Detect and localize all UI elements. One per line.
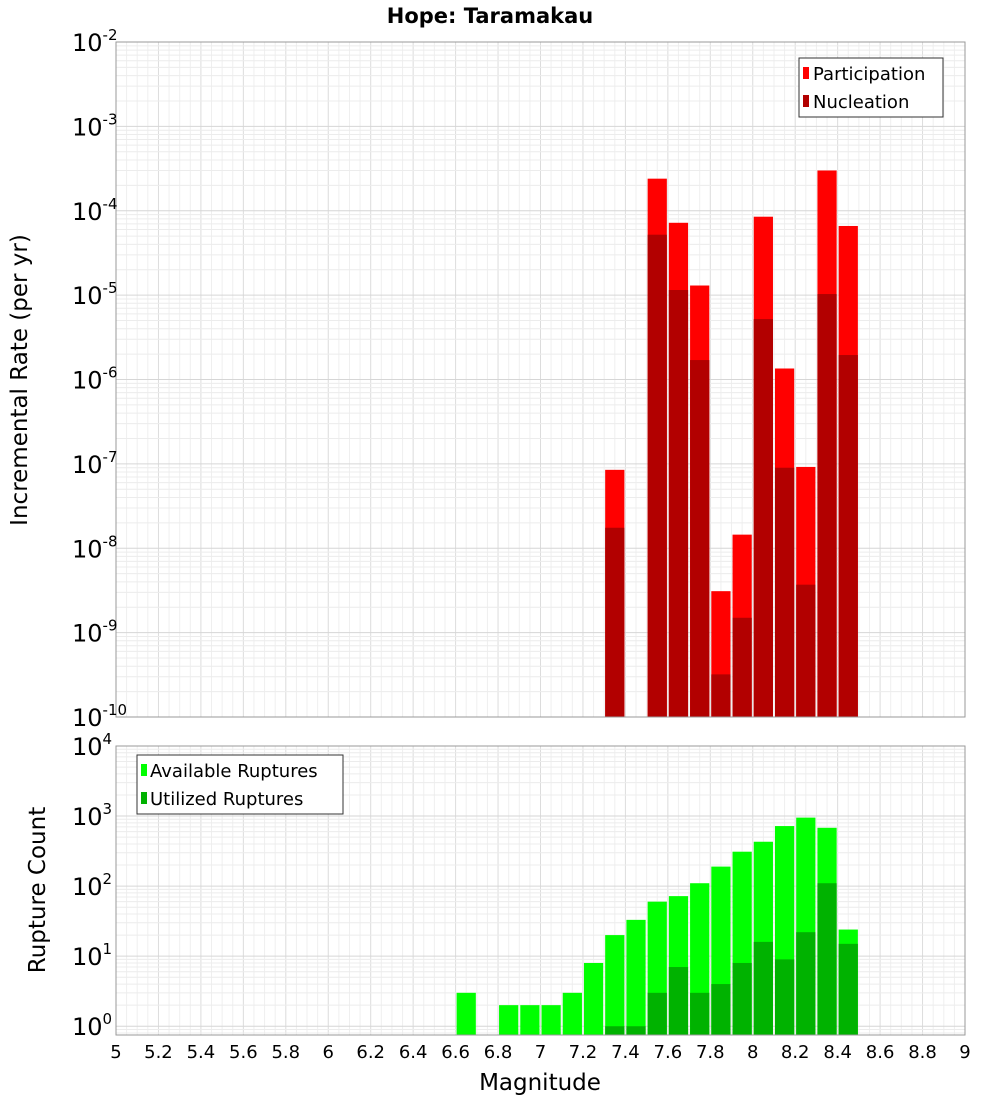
bottom-bar-inner [817, 883, 837, 1035]
legend-participation-swatch [803, 67, 809, 79]
x-tick-label: 5.8 [271, 1042, 300, 1063]
top-y-tick-label: 10-5 [72, 279, 118, 310]
bottom-y-tick-label: 103 [72, 800, 112, 831]
x-tick-label: 6.4 [399, 1042, 428, 1063]
top-y-tick-label: 10-2 [72, 26, 118, 57]
bottom-bar-inner [626, 1026, 646, 1035]
bottom-bar-outer [520, 1005, 540, 1035]
x-tick-label: 6 [323, 1042, 334, 1063]
legend-available-swatch [141, 764, 147, 776]
top-bar-inner [838, 355, 858, 717]
bottom-bar-inner [647, 992, 667, 1035]
legend-participation-label: Participation [813, 64, 925, 85]
top-bar-inner [711, 674, 731, 717]
chart-title: Hope: Taramakau [387, 4, 593, 28]
top-legend-box [798, 57, 944, 118]
top-legend: Participation Nucleation [798, 57, 944, 118]
bottom-bar-outer [499, 1005, 519, 1035]
x-tick-label: 5.6 [229, 1042, 258, 1063]
bottom-gridlines [115, 746, 966, 1035]
bottom-bar-inner [774, 959, 795, 1035]
bottom-bar-inner [605, 1026, 625, 1035]
top-gridlines [115, 42, 966, 718]
x-tick-label: 8 [747, 1042, 758, 1063]
top-y-tick-label: 10-8 [72, 532, 118, 563]
top-bar-inner [796, 584, 816, 717]
top-bar-inner [753, 319, 773, 717]
x-tick-label: 6.6 [441, 1042, 470, 1063]
x-tick-label: 7.6 [654, 1042, 683, 1063]
bottom-bar-inner [838, 943, 858, 1035]
bottom-bar-outer [562, 992, 582, 1035]
top-bar-inner [732, 617, 752, 717]
top-bar-inner [774, 467, 795, 717]
top-bars [605, 170, 858, 718]
x-tick-label: 6.2 [356, 1042, 385, 1063]
x-tick-label: 7 [535, 1042, 546, 1063]
x-tick-label: 6.8 [484, 1042, 513, 1063]
bottom-y-tick-label: 101 [72, 940, 112, 971]
bottom-bar-inner [668, 967, 689, 1035]
bottom-bars [456, 817, 858, 1035]
top-y-tick-labels: 10-10 10-9 10-8 10-7 10-6 10-5 10-4 10-3 10-2 [72, 26, 127, 732]
bottom-bar-inner [796, 932, 816, 1035]
bottom-y-axis-label: Rupture Count [25, 807, 51, 973]
bottom-y-tick-label: 102 [72, 870, 112, 901]
x-tick-label: 7.8 [696, 1042, 725, 1063]
x-tick-label: 5.2 [144, 1042, 173, 1063]
x-tick-label: 5 [110, 1042, 121, 1063]
bottom-bar-outer [541, 1005, 561, 1035]
x-tick-label: 7.4 [611, 1042, 640, 1063]
bottom-bar-inner [753, 941, 773, 1035]
top-y-tick-label: 10-10 [72, 701, 127, 732]
bottom-bar-inner [732, 962, 752, 1035]
top-y-axis-label: Incremental Rate (per yr) [7, 234, 33, 526]
x-tick-labels: 5 5.2 5.4 5.6 5.8 6 6.2 6.4 6.6 6.8 7 7.2 7.4 7.6 7.8 8… [110, 1042, 970, 1063]
top-bar-inner [647, 234, 667, 717]
legend-nucleation-swatch [803, 95, 809, 107]
x-tick-label: 7.2 [569, 1042, 598, 1063]
bottom-bar-outer [626, 919, 646, 1035]
bottom-y-tick-labels: 100 101 102 103 104 [72, 730, 112, 1041]
bottom-bar-outer [456, 992, 476, 1035]
x-tick-label: 8.4 [823, 1042, 852, 1063]
top-bar-inner [817, 294, 837, 717]
bottom-y-tick-label: 104 [72, 730, 112, 761]
top-bar-inner [668, 290, 689, 717]
x-tick-label: 8.8 [908, 1042, 937, 1063]
top-plot-frame [115, 41, 966, 718]
bottom-y-tick-label: 100 [72, 1010, 112, 1041]
top-y-tick-label: 10-6 [72, 364, 118, 395]
bottom-bar-outer [605, 935, 625, 1035]
legend-utilized-label: Utilized Ruptures [150, 789, 303, 810]
x-tick-label: 8.2 [781, 1042, 810, 1063]
x-tick-label: 9 [959, 1042, 970, 1063]
bottom-bar-inner [690, 992, 710, 1035]
top-bar-inner [605, 527, 625, 717]
bottom-legend: Available Ruptures Utilized Ruptures [136, 754, 344, 815]
top-y-tick-label: 10-7 [72, 448, 118, 479]
legend-nucleation-label: Nucleation [813, 92, 909, 113]
legend-utilized-swatch [141, 792, 147, 804]
top-y-tick-label: 10-4 [72, 195, 118, 226]
bottom-legend-box [136, 754, 344, 815]
top-y-tick-label: 10-9 [72, 617, 118, 648]
legend-available-label: Available Ruptures [150, 761, 318, 782]
x-tick-label: 5.4 [187, 1042, 216, 1063]
bottom-bar-outer [583, 962, 604, 1035]
rupture-count-plot: 100 101 102 103 104 5 5.2 5.4 5.6 5.8 6 6.2 6.4 6.6 6… [25, 730, 971, 1096]
x-tick-label: 8.6 [866, 1042, 895, 1063]
x-axis-label: Magnitude [479, 1070, 601, 1096]
bottom-bar-inner [711, 984, 731, 1035]
bottom-plot-frame [115, 745, 966, 1036]
participation-nucleation-plot: 10-10 10-9 10-8 10-7 10-6 10-5 10-4 10-3 10-2 In… [7, 26, 966, 732]
top-y-tick-label: 10-3 [72, 110, 118, 141]
top-bar-inner [690, 360, 710, 717]
